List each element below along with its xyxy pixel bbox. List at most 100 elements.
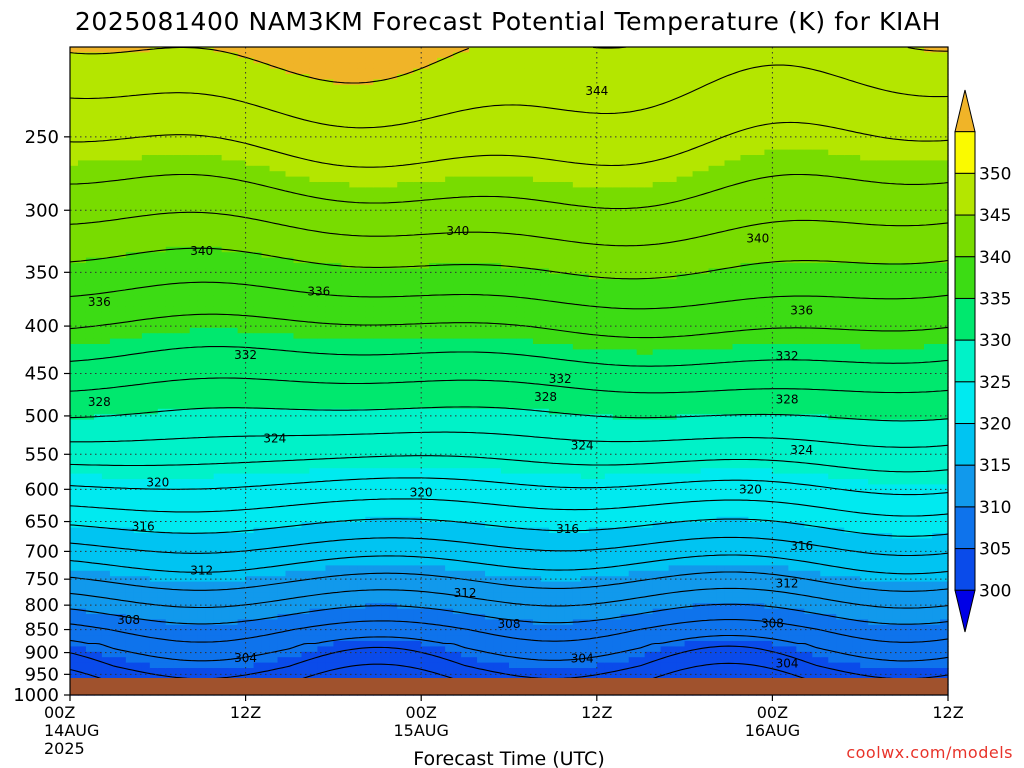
fill-cell — [253, 408, 263, 415]
fill-cell — [229, 322, 239, 329]
fill-cell — [229, 209, 239, 215]
fill-cell — [221, 219, 231, 226]
fill-cell — [381, 506, 390, 512]
fill-cell — [373, 560, 382, 566]
fill-cell — [309, 225, 319, 232]
fill-cell — [141, 117, 151, 124]
fill-cell — [141, 317, 151, 323]
fill-cell — [93, 511, 103, 518]
fill-cell — [70, 317, 79, 323]
fill-cell — [333, 268, 342, 275]
fill-cell — [373, 527, 382, 534]
fill-cell — [389, 597, 398, 604]
fill-cell — [309, 327, 319, 334]
fill-cell — [101, 473, 111, 480]
fill-cell — [70, 581, 79, 588]
fill-cell — [293, 236, 303, 242]
fill-cell — [301, 662, 311, 669]
fill-cell — [165, 284, 175, 291]
fill-cell — [333, 527, 342, 534]
fill-cell — [157, 182, 167, 188]
fill-cell — [173, 662, 183, 669]
fill-cell — [245, 209, 255, 215]
fill-cell — [341, 603, 350, 610]
fill-cell — [333, 68, 342, 75]
fill-cell — [357, 209, 366, 215]
fill-cell — [77, 252, 87, 259]
fill-cell — [149, 101, 159, 107]
fill-cell — [389, 479, 398, 485]
fill-cell — [293, 624, 303, 631]
fill-cell — [173, 128, 183, 134]
fill-cell — [285, 614, 295, 620]
fill-cell — [317, 619, 327, 626]
fill-cell — [149, 592, 159, 599]
fill-cell — [389, 581, 398, 588]
fill-cell — [269, 182, 279, 188]
fill-cell — [237, 608, 247, 615]
fill-cell — [237, 333, 247, 340]
fill-cell — [341, 219, 350, 226]
fill-cell — [117, 63, 127, 70]
fill-cell — [261, 106, 271, 113]
fill-cell — [205, 209, 215, 215]
fill-cell — [221, 52, 231, 59]
fill-cell — [325, 641, 334, 647]
fill-cell — [77, 392, 87, 399]
fill-cell — [93, 457, 103, 464]
fill-cell — [125, 273, 135, 280]
fill-cell — [245, 387, 255, 394]
fill-cell — [301, 230, 311, 237]
fill-cell — [373, 516, 382, 523]
fill-cell — [213, 506, 223, 512]
fill-cell — [357, 354, 366, 361]
fill-cell — [309, 117, 319, 124]
fill-cell — [325, 95, 334, 102]
fill-cell — [277, 662, 287, 669]
fill-cell — [157, 495, 167, 502]
fill-cell — [221, 354, 231, 361]
fill-cell — [253, 90, 263, 97]
fill-cell — [70, 106, 79, 113]
fill-cell — [357, 268, 366, 275]
fill-cell — [325, 603, 334, 610]
fill-cell — [373, 182, 382, 188]
fill-cell — [357, 338, 366, 345]
fill-cell — [213, 608, 223, 615]
fill-cell — [237, 284, 247, 291]
fill-cell — [373, 365, 382, 372]
fill-cell — [301, 219, 311, 226]
fill-cell — [181, 479, 191, 485]
fill-cell — [253, 387, 263, 394]
fill-cell — [349, 209, 358, 215]
fill-cell — [117, 516, 127, 523]
fill-cell — [357, 57, 366, 64]
fill-cell — [165, 257, 175, 264]
fill-cell — [365, 149, 374, 156]
fill-cell — [237, 203, 247, 210]
fill-cell — [221, 192, 231, 199]
fill-cell — [181, 128, 191, 134]
fill-cell — [77, 560, 87, 566]
fill-cell — [341, 587, 350, 593]
fill-cell — [373, 90, 382, 97]
fill-cell — [253, 230, 263, 237]
fill-cell — [253, 581, 263, 588]
fill-cell — [93, 311, 103, 318]
fill-cell — [85, 484, 95, 491]
fill-cell — [125, 376, 135, 383]
fill-cell — [117, 52, 127, 59]
fill-cell — [125, 392, 135, 399]
fill-cell — [229, 646, 239, 653]
fill-cell — [309, 165, 319, 172]
fill-cell — [205, 149, 215, 156]
fill-cell — [221, 198, 231, 205]
fill-cell — [389, 560, 398, 566]
fill-cell — [293, 338, 303, 345]
fill-cell — [381, 214, 390, 221]
fill-cell — [77, 57, 87, 64]
fill-cell — [213, 252, 223, 259]
fill-cell — [70, 506, 79, 512]
fill-cell — [109, 47, 119, 53]
fill-cell — [229, 398, 239, 404]
